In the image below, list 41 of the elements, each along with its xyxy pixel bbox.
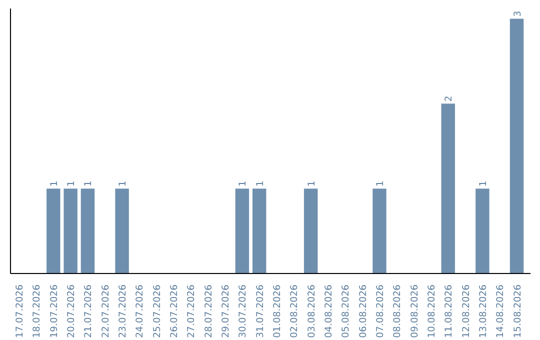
data-label: 1 — [118, 180, 129, 187]
data-label: 1 — [254, 180, 266, 187]
x-tick-label: 28.07.2026 — [203, 284, 214, 338]
x-tick-label: 02.08.2026 — [289, 284, 300, 338]
x-tick-label: 03.08.2026 — [306, 284, 318, 338]
x-tick-label: 18.07.2026 — [32, 284, 43, 338]
x-tick-label: 06.08.2026 — [358, 284, 369, 338]
x-tick-label: 31.07.2026 — [254, 284, 266, 338]
data-label: 1 — [306, 180, 318, 187]
data-label: 1 — [374, 180, 386, 187]
x-tick-label: 11.08.2026 — [444, 284, 455, 338]
x-tick-label: 13.08.2026 — [478, 284, 489, 338]
x-tick-label: 07.08.2026 — [374, 284, 386, 338]
x-tick-label: 27.07.2026 — [186, 284, 198, 338]
data-label: 3 — [512, 10, 524, 17]
x-tick-label: 19.07.2026 — [48, 284, 60, 338]
data-label: 1 — [83, 180, 94, 187]
x-tick-label: 30.07.2026 — [238, 284, 249, 338]
x-tick-label: 05.08.2026 — [340, 284, 352, 338]
data-label: 1 — [238, 180, 249, 187]
x-tick-label: 25.07.2026 — [152, 284, 163, 338]
x-tick-label: 21.07.2026 — [83, 284, 94, 338]
x-tick-label: 24.07.2026 — [134, 284, 146, 338]
x-tick-label: 22.07.2026 — [100, 284, 112, 338]
data-label: 1 — [478, 180, 489, 187]
x-tick-label: 29.07.2026 — [220, 284, 232, 338]
data-label: 2 — [444, 96, 455, 102]
x-tick-label: 23.07.2026 — [118, 284, 129, 338]
x-tick-label: 04.08.2026 — [323, 284, 334, 338]
x-tick-label: 17.07.2026 — [14, 284, 26, 338]
x-tick-label: 12.08.2026 — [460, 284, 472, 338]
data-label: 1 — [48, 180, 60, 187]
x-tick-label: 08.08.2026 — [392, 284, 404, 338]
x-tick-label: 01.08.2026 — [272, 284, 284, 338]
data-label: 1 — [66, 180, 78, 187]
x-tick-label: 26.07.2026 — [169, 284, 180, 338]
x-tick-label: 10.08.2026 — [426, 284, 438, 338]
x-tick-label: 14.08.2026 — [495, 284, 506, 338]
x-tick-label: 20.07.2026 — [66, 284, 78, 338]
x-tick-label: 09.08.2026 — [409, 284, 420, 338]
x-tick-label: 15.08.2026 — [512, 284, 524, 338]
